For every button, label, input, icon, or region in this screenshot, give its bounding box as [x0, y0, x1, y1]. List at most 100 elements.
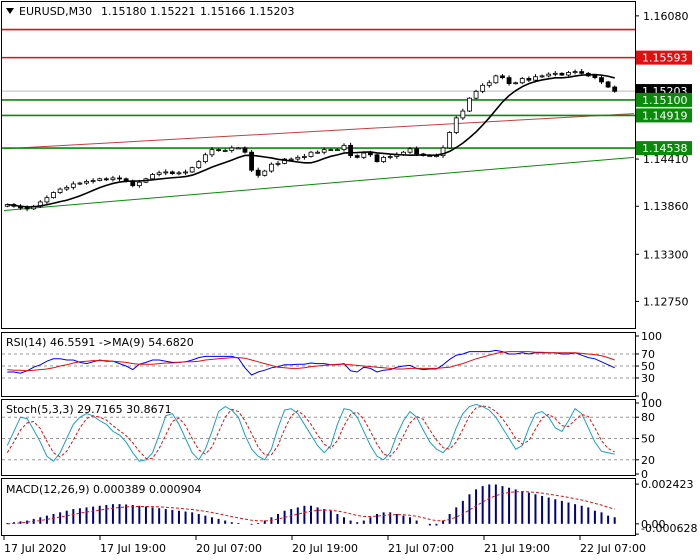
candle-body	[493, 75, 499, 84]
candle-body	[130, 180, 136, 187]
candle-body	[552, 72, 558, 75]
candle-body	[301, 156, 307, 158]
y-tick-label: 1.14410	[643, 153, 689, 166]
candle-body	[328, 149, 334, 152]
candle-body	[97, 178, 103, 181]
x-tick-label: 17 Jul 19:00	[100, 542, 166, 555]
trend-line-upper	[3, 113, 635, 150]
price-tag-box	[636, 92, 692, 107]
candle-body	[539, 75, 545, 78]
y-tick-label: 1.13300	[643, 248, 689, 261]
price-tag-box	[636, 141, 692, 156]
axis-labels: 1.160801.155931.152031.151001.149191.145…	[3, 10, 697, 555]
y-tick-label: 1.13860	[643, 200, 689, 213]
candle-body	[605, 81, 611, 88]
candle-body	[612, 86, 618, 92]
candle-body	[453, 117, 459, 133]
candle-body	[156, 172, 162, 175]
candle-body	[90, 180, 96, 182]
candle-body	[335, 149, 340, 152]
candle-body	[24, 207, 30, 210]
stoch-y-tick-label: 80	[641, 411, 655, 424]
candle-body	[486, 82, 492, 86]
price-tag-label: 1.15100	[642, 94, 688, 107]
price-tag-label: 1.14538	[642, 142, 688, 155]
candle-body	[599, 77, 604, 83]
candle-body	[268, 163, 274, 172]
candle-body	[163, 171, 169, 174]
candle-body	[70, 183, 76, 188]
candle-body	[414, 148, 420, 155]
macd-y-tick-label: 0.00	[641, 518, 666, 531]
candle-body	[467, 97, 472, 112]
candle-body	[315, 151, 321, 154]
candle-body	[229, 147, 235, 151]
candle-body	[506, 77, 512, 85]
macd-signal-line	[7, 491, 615, 525]
rsi-plot	[2, 349, 635, 379]
candle-body	[44, 197, 50, 203]
candle-body	[374, 154, 380, 163]
candle-body	[136, 181, 142, 187]
candle-body	[381, 156, 387, 163]
candle-body	[288, 158, 294, 161]
candle-body	[196, 161, 202, 169]
candle-body	[57, 188, 63, 193]
trend-line-lower	[3, 156, 635, 212]
price-moving-average	[7, 73, 615, 208]
price-tag-box	[636, 108, 692, 123]
price-panel-frame	[1, 1, 636, 329]
candle-body	[354, 155, 360, 158]
candle-body	[566, 72, 571, 76]
chart-header: EURUSD,M30 1.15180 1.15221 1.15166 1.152…	[6, 5, 295, 18]
candle-body	[216, 149, 221, 152]
rsi-y-tick-label: 30	[641, 372, 655, 385]
rsi-y-tick-label: 0	[641, 390, 648, 403]
open-value: 1.15180	[101, 5, 147, 18]
price-plot	[2, 28, 635, 212]
price-tag-box	[636, 50, 692, 65]
candle-body	[103, 178, 109, 181]
caret-down-icon[interactable]	[6, 8, 14, 14]
candle-body	[209, 149, 215, 156]
candle-body	[480, 84, 486, 92]
candle-body	[189, 167, 195, 173]
macd-y-tick-label: 0.002423	[641, 478, 694, 491]
candle-body	[183, 171, 188, 174]
candle-body	[249, 151, 254, 171]
candle-body	[526, 78, 532, 81]
candle-body	[447, 132, 453, 149]
stoch-title: Stoch(5,3,3) 29.7165 30.8671	[6, 403, 172, 416]
rsi-y-tick-label: 70	[641, 348, 655, 361]
candle-body	[559, 72, 565, 76]
x-tick-label: 21 Jul 19:00	[484, 542, 550, 555]
candle-body	[460, 110, 466, 119]
rsi-y-tick-label: 100	[641, 330, 662, 343]
rsi-panel-frame	[1, 332, 636, 397]
candle-body	[387, 156, 393, 158]
x-tick-label: 20 Jul 19:00	[292, 542, 358, 555]
low-value: 1.15166	[200, 5, 246, 18]
candle-body	[341, 144, 347, 151]
macd-plot	[6, 484, 616, 526]
stoch-series-1	[6, 405, 615, 459]
stoch-panel-frame	[1, 399, 636, 476]
candle-body	[546, 73, 552, 77]
candle-body	[592, 75, 598, 79]
candle-body	[308, 151, 314, 157]
candle-body	[169, 171, 175, 175]
candle-body	[51, 192, 56, 199]
candle-body	[513, 82, 519, 85]
stoch-y-tick-label: 20	[641, 454, 655, 467]
candle-body	[77, 182, 83, 185]
candle-body	[262, 170, 268, 176]
candle-body	[572, 71, 578, 74]
stoch-plot	[2, 403, 635, 462]
candle-body	[295, 156, 301, 160]
candle-body	[222, 150, 228, 152]
macd-title: MACD(12,26,9) 0.000389 0.000904	[6, 483, 202, 496]
rsi-series-1	[7, 351, 615, 372]
x-tick-label: 20 Jul 07:00	[196, 542, 262, 555]
candle-body	[407, 148, 413, 153]
close-value: 1.15203	[249, 5, 295, 18]
